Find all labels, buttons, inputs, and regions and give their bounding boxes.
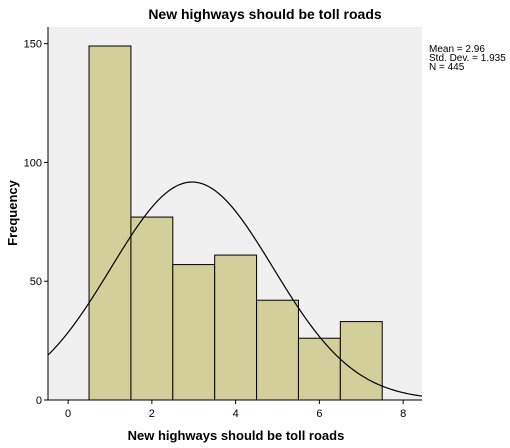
bar <box>130 216 174 401</box>
annotation: Mean = 2.96 <box>429 44 485 55</box>
x-tick-label: 6 <box>316 408 322 420</box>
y-tick-label: 100 <box>24 157 42 169</box>
bar <box>256 299 299 401</box>
annotation: N = 445 <box>429 62 465 73</box>
bar <box>297 337 341 401</box>
bar <box>339 321 383 401</box>
x-tick-label: 4 <box>233 408 239 420</box>
x-tick-label: 0 <box>65 408 71 420</box>
chart-title: New highways should be toll roads <box>148 6 382 22</box>
x-tick-label: 8 <box>400 408 406 420</box>
y-tick-label: 50 <box>30 276 42 288</box>
x-axis-label: New highways should be toll roads <box>128 428 345 443</box>
y-tick-label: 0 <box>36 395 42 407</box>
bar <box>88 45 132 401</box>
bar <box>214 254 258 401</box>
y-axis-label: Frequency <box>5 179 20 246</box>
x-tick-label: 2 <box>149 408 155 420</box>
bar <box>172 264 216 401</box>
annotation: Std. Dev. = 1.935 <box>429 53 506 64</box>
y-tick-label: 150 <box>24 39 42 51</box>
normal-curve <box>47 181 423 397</box>
